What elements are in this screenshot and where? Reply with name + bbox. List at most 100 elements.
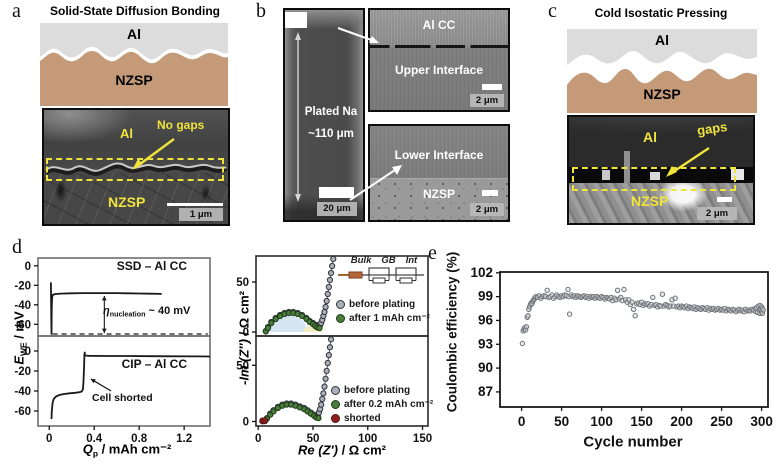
svg-text:90: 90 [478,360,493,375]
al-cc-label: Al CC [422,18,456,32]
ewe-units: / mV [11,311,27,343]
upper-interface-label: Upper Interface [394,63,484,77]
svg-text:1.2: 1.2 [176,433,192,445]
svg-text:0: 0 [243,417,249,429]
cell-shorted-label: Cell shorted [92,392,153,404]
qp-units: / mAh cm⁻² [97,441,172,457]
sem-c-al-region [569,117,753,167]
after-plating-marker [331,400,340,409]
plated-na-label: Plated Na [304,106,358,118]
lower-interface-label: Lower Interface [394,148,484,162]
sem-a-overlay [44,138,228,176]
plated-na-thickness-label: ~110 μm [308,128,354,140]
circuit-diagram [338,267,424,284]
re-z-units: / Ω cm² [337,442,386,458]
svg-text:300: 300 [750,414,773,429]
panel-a-schematic-nzsp-label: NZSP [115,72,153,88]
nyquist-y-axis-label: -Im (Z″) / Ω cm² [237,291,252,385]
ewe-symbol: E [11,356,27,365]
circuit-bulk-label: Bulk [350,255,372,266]
sem-b-upper-interface-line [370,45,508,49]
svg-text:-60: -60 [14,319,31,331]
svg-text:100: 100 [590,414,613,429]
sem-a-nzsp-label: NZSP [108,194,146,210]
nyquist-bottom-legend: before plating after 0.2 mAh cm⁻² shorte… [331,385,433,427]
svg-text:-20: -20 [14,366,31,378]
voltage-profile-chart: 0 -20 -40 -60 0 -20 -40 -60 0 0.4 0.8 1.2 [14,257,211,445]
sem-c-al-label: Al [643,129,657,145]
im-z-units: / Ω cm² [236,291,252,340]
after-plating-legend-label: after 0.2 mAh cm⁻² [344,399,434,410]
qp-symbol: Q [82,441,93,457]
svg-text:200: 200 [670,414,693,429]
sem-b-corner-patch [285,12,307,28]
svg-text:0: 0 [518,414,526,429]
before-plating-marker [336,300,345,309]
sem-b-lower-scale-label: 2 μm [470,203,504,216]
svg-text:-60: -60 [14,406,31,418]
panel-c-schematic-al-label: Al [655,32,669,48]
sem-c-interface-box [572,167,736,191]
sem-a-scale-label: 1 μm [179,208,223,221]
equivalent-circuit-inset: Bulk GB Int [338,255,430,291]
svg-text:87: 87 [478,384,493,399]
panel-d-letter: d [12,236,22,258]
eta-symbol: η [103,305,110,317]
cip-subplot-title: CIP – Al CC [121,357,187,371]
panel-b-cross-section-sem: Plated Na ~110 μm 20 μm [283,8,365,222]
sem-c-pillar [624,150,631,183]
panel-c-schematic-nzsp-label: NZSP [643,86,681,102]
sem-c-gap-band [569,166,753,183]
shorted-legend-label: shorted [344,413,381,424]
before-plating-marker [331,386,340,395]
qp-subscript: p [92,448,98,459]
panel-c-schematic [567,25,757,113]
panel-a-title: Solid-State Diffusion Bonding [50,4,220,18]
circuit-gb-label: GB [381,255,396,266]
before-plating-legend-label: before plating [349,299,416,310]
svg-text:50: 50 [236,360,249,372]
capacity-x-axis-label: Qp / mAh cm⁻² [83,442,172,459]
sem-b-scale-label: 20 μm [317,202,357,216]
panel-a-sem-image: Al No gaps NZSP 1 μm [42,108,230,226]
panel-c-sem-image: Al gaps NZSP 2 μm [567,115,755,225]
after-plating-marker [336,314,345,323]
nyquist-x-axis-label: Re (Z′) / Ω cm² [298,443,386,458]
panel-b-letter: b [256,0,266,22]
sem-b-upper-scale-bar [482,84,502,90]
sem-a-al-region [44,110,228,173]
svg-text:0: 0 [255,433,261,445]
sem-c-bright-spot [602,170,611,180]
sem-a-al-label: Al [120,126,133,141]
svg-text:150: 150 [630,414,653,429]
svg-text:0.8: 0.8 [131,433,148,445]
sem-a-interface-box [46,158,224,181]
cycle-number-x-axis-label: Cycle number [583,433,683,451]
sem-b-upper-alcc-region [370,10,508,46]
svg-text:93: 93 [478,336,494,351]
panel-a-schematic [40,23,228,106]
svg-text:0.4: 0.4 [86,433,103,445]
after-plating-legend-label: after 1 mAh cm⁻² [349,313,430,324]
svg-text:250: 250 [710,414,733,429]
voltage-y-axis-label: EWE / mV [12,311,29,364]
im-z-symbol: -Im (Z″) [236,339,252,385]
shorted-marker [331,414,340,423]
panel-a-schematic-al-label: Al [127,26,141,42]
coulombic-efficiency-chart: 87 90 93 96 99 102 0 50 100 150 200 250 300 [470,265,773,429]
svg-text:50: 50 [554,414,569,429]
svg-text:0: 0 [46,433,52,445]
nyquist-top-legend: before plating after 1 mAh cm⁻² [336,299,430,327]
svg-text:99: 99 [478,289,493,304]
svg-text:0: 0 [25,261,31,273]
ewe-subscript: WE [18,342,29,356]
sem-a-no-gaps-label: No gaps [157,118,205,132]
sem-c-bright-spot [649,172,660,181]
svg-text:-40: -40 [14,300,31,312]
sem-c-bright-spot [730,168,744,180]
svg-text:100: 100 [358,433,377,445]
panel-e-letter: e [428,242,437,264]
nyquist-impedance-chart: 0 50 0 50 0 50 100 150 [236,255,432,445]
sem-a-scale-bar [167,203,223,206]
